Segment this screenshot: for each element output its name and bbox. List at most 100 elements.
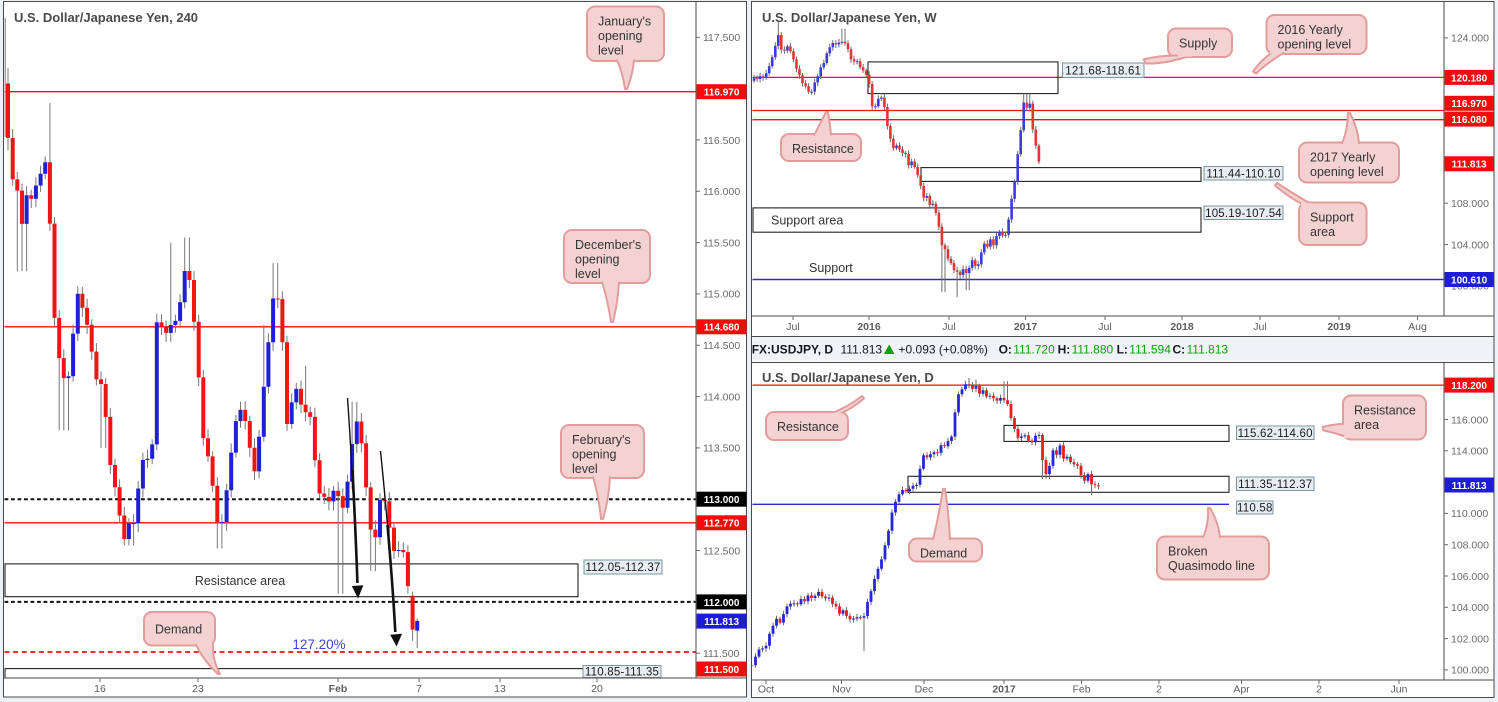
svg-text:Support area: Support area	[771, 214, 843, 228]
svg-text:L:: L:	[1117, 343, 1128, 357]
svg-text:111.813: 111.813	[841, 343, 883, 357]
svg-text:111.813: 111.813	[704, 617, 739, 628]
svg-text:121.68-118.61: 121.68-118.61	[1065, 65, 1141, 77]
svg-text:116.080: 116.080	[1451, 115, 1487, 126]
svg-text:opening level: opening level	[1310, 165, 1384, 179]
svg-text:O:: O:	[999, 343, 1012, 357]
svg-text:115.500: 115.500	[703, 237, 740, 249]
svg-text:Demand: Demand	[155, 623, 202, 637]
svg-text:+0.093 (+0.08%): +0.093 (+0.08%)	[899, 343, 988, 357]
svg-text:opening level: opening level	[1278, 38, 1352, 52]
svg-text:Apr: Apr	[1233, 684, 1250, 696]
svg-text:Feb: Feb	[1072, 684, 1090, 696]
svg-text:Support: Support	[1310, 211, 1354, 225]
svg-text:110.000: 110.000	[1451, 508, 1488, 520]
svg-text:2018: 2018	[1170, 321, 1194, 333]
svg-text:level: level	[572, 462, 598, 476]
svg-text:opening: opening	[598, 29, 643, 43]
svg-text:104.000: 104.000	[1451, 239, 1489, 251]
svg-text:area: area	[1354, 418, 1379, 432]
svg-text:100.000: 100.000	[1451, 665, 1489, 677]
svg-text:111.594: 111.594	[1129, 343, 1171, 357]
svg-text:115.000: 115.000	[703, 289, 740, 301]
svg-text:Quasimodo line: Quasimodo line	[1168, 559, 1255, 573]
svg-text:Jun: Jun	[1391, 684, 1408, 696]
svg-text:116.000: 116.000	[1451, 414, 1488, 426]
svg-text:2016: 2016	[857, 321, 881, 333]
svg-text:111.35-112.37: 111.35-112.37	[1238, 479, 1312, 491]
svg-text:Demand: Demand	[920, 547, 967, 561]
svg-text:13: 13	[494, 683, 506, 695]
svg-text:23: 23	[192, 683, 204, 695]
svg-text:Dec: Dec	[915, 684, 934, 696]
svg-text:16: 16	[94, 683, 106, 695]
svg-text:Aug: Aug	[1408, 321, 1427, 333]
svg-text:January's: January's	[598, 15, 651, 29]
svg-text:2: 2	[1316, 684, 1322, 696]
svg-text:U.S. Dollar/Japanese Yen, D: U.S. Dollar/Japanese Yen, D	[762, 370, 934, 385]
svg-text:114.000: 114.000	[703, 391, 740, 403]
svg-text:opening: opening	[575, 253, 620, 267]
svg-text:Resistance: Resistance	[777, 420, 839, 434]
svg-text:2: 2	[1156, 684, 1162, 696]
svg-text:7: 7	[416, 683, 422, 695]
svg-text:112.05-112.37: 112.05-112.37	[585, 562, 660, 574]
svg-text:112.770: 112.770	[704, 519, 740, 530]
svg-text:104.000: 104.000	[1451, 602, 1489, 614]
svg-text:Jul: Jul	[786, 321, 799, 333]
svg-text:Broken: Broken	[1168, 545, 1208, 559]
svg-text:113.000: 113.000	[704, 495, 740, 506]
svg-text:2017 Yearly: 2017 Yearly	[1310, 151, 1376, 165]
svg-text:U.S. Dollar/Japanese Yen, W: U.S. Dollar/Japanese Yen, W	[762, 10, 937, 25]
svg-text:Jul: Jul	[1098, 321, 1111, 333]
svg-text:Support: Support	[809, 261, 853, 275]
svg-text:2016 Yearly: 2016 Yearly	[1278, 23, 1344, 37]
svg-text:December's: December's	[575, 238, 641, 252]
svg-text:Resistance: Resistance	[792, 142, 854, 156]
svg-text:Supply: Supply	[1179, 37, 1218, 51]
svg-text:111.880: 111.880	[1072, 343, 1114, 357]
svg-text:116.970: 116.970	[704, 88, 740, 99]
svg-text:110.58: 110.58	[1237, 503, 1273, 515]
svg-text:112.000: 112.000	[704, 598, 740, 609]
svg-text:112.500: 112.500	[703, 545, 740, 557]
svg-text:Jul: Jul	[942, 321, 955, 333]
svg-text:102.000: 102.000	[1451, 633, 1489, 645]
svg-text:level: level	[598, 44, 624, 58]
svg-text:114.000: 114.000	[1451, 446, 1488, 458]
svg-text:111.813: 111.813	[1452, 160, 1487, 171]
svg-text:114.680: 114.680	[704, 323, 740, 334]
svg-text:115.62-114.60: 115.62-114.60	[1238, 428, 1313, 440]
svg-text:Jul: Jul	[1253, 321, 1266, 333]
svg-text:Resistance area: Resistance area	[195, 574, 285, 588]
svg-text:100.610: 100.610	[1451, 275, 1488, 286]
svg-text:110.85-111.35: 110.85-111.35	[585, 667, 659, 679]
svg-text:111.500: 111.500	[704, 665, 739, 676]
svg-text:111.720: 111.720	[1013, 343, 1055, 357]
svg-text:opening: opening	[572, 448, 617, 462]
svg-text:106.000: 106.000	[1451, 571, 1489, 583]
svg-text:FX:USDJPY, D: FX:USDJPY, D	[752, 343, 834, 357]
svg-text:118.200: 118.200	[1451, 381, 1487, 392]
svg-text:Resistance: Resistance	[1354, 404, 1416, 418]
svg-text:127.20%: 127.20%	[292, 637, 345, 652]
svg-text:C:: C:	[1173, 343, 1186, 357]
svg-text:111.500: 111.500	[703, 648, 740, 660]
svg-text:116.500: 116.500	[703, 135, 740, 147]
svg-text:116.000: 116.000	[703, 186, 740, 198]
svg-text:111.813: 111.813	[1187, 343, 1229, 357]
svg-text:111.813: 111.813	[1452, 481, 1487, 492]
svg-text:Oct: Oct	[758, 684, 774, 696]
svg-text:2019: 2019	[1327, 321, 1351, 333]
svg-text:Feb: Feb	[329, 683, 348, 695]
svg-text:area: area	[1310, 225, 1335, 239]
svg-text:20: 20	[591, 683, 603, 695]
svg-text:level: level	[575, 267, 601, 281]
svg-text:2017: 2017	[1014, 321, 1038, 333]
svg-text:116.970: 116.970	[1451, 99, 1487, 110]
svg-text:U.S. Dollar/Japanese Yen, 240: U.S. Dollar/Japanese Yen, 240	[14, 10, 198, 25]
svg-text:108.000: 108.000	[1451, 540, 1489, 552]
svg-text:124.000: 124.000	[1451, 33, 1489, 45]
svg-text:2017: 2017	[992, 684, 1016, 696]
svg-text:108.000: 108.000	[1451, 198, 1489, 210]
